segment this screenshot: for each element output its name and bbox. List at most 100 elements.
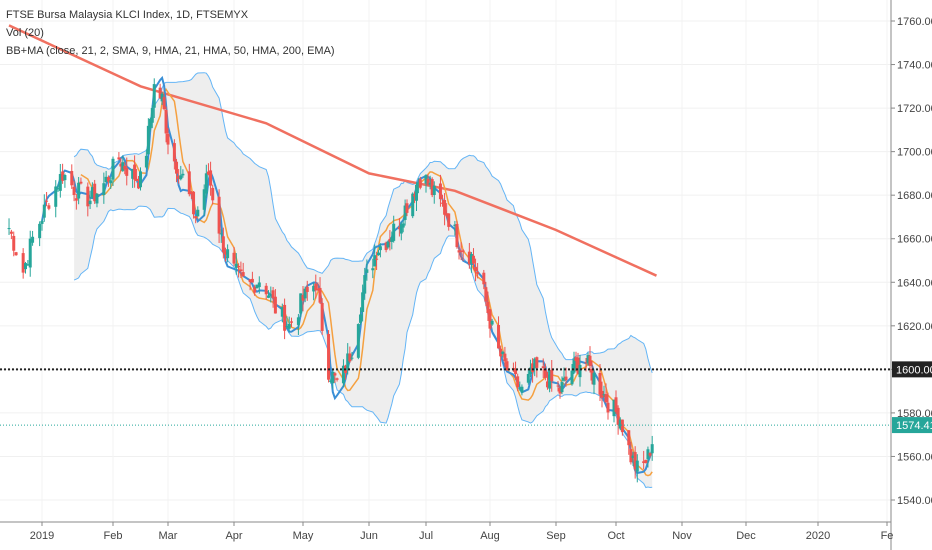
candle — [455, 220, 459, 249]
candle — [61, 163, 65, 184]
candle — [616, 405, 620, 435]
last-price-badge-label: 1574.41 — [896, 420, 932, 432]
candle — [371, 258, 375, 279]
candle — [146, 118, 150, 155]
candle — [497, 316, 501, 349]
x-tick-label: Oct — [607, 530, 624, 542]
volume-indicator-label[interactable]: Vol (20) — [6, 27, 44, 39]
candle — [564, 367, 568, 387]
candle — [453, 220, 457, 236]
candle — [248, 279, 252, 291]
candle — [528, 359, 532, 378]
candle — [574, 351, 578, 372]
x-tick-label: Aug — [480, 530, 500, 542]
candle — [438, 174, 442, 207]
candle — [320, 298, 324, 336]
candle — [590, 360, 594, 385]
candle — [543, 363, 547, 381]
candle — [588, 346, 592, 373]
candle — [650, 435, 654, 461]
x-tick-label: 2019 — [30, 530, 54, 542]
candle — [614, 390, 618, 414]
candle — [644, 459, 648, 464]
candle — [550, 359, 554, 392]
candle — [187, 163, 191, 197]
candle — [600, 381, 604, 408]
candle — [459, 242, 463, 261]
candle — [631, 451, 635, 466]
candle — [392, 215, 396, 243]
candle — [285, 316, 289, 330]
candle — [257, 276, 261, 294]
candle — [21, 248, 25, 279]
x-tick-label: Feb — [104, 530, 123, 542]
candle — [363, 267, 367, 300]
candle — [533, 357, 537, 377]
candle — [47, 203, 51, 211]
candles — [7, 78, 654, 483]
candle — [14, 251, 18, 256]
candle — [253, 284, 257, 296]
candle — [629, 441, 633, 465]
candle — [346, 343, 350, 375]
symbol-title[interactable]: FTSE Bursa Malaysia KLCI Index, 1D, FTSE… — [6, 9, 249, 21]
candle — [42, 194, 46, 222]
candle — [541, 358, 545, 378]
candle — [192, 191, 196, 219]
candle — [576, 352, 580, 375]
candle — [413, 191, 417, 203]
candle — [356, 323, 360, 360]
x-tick-label: May — [293, 530, 314, 542]
candle — [24, 261, 28, 274]
candle — [484, 281, 488, 307]
candle — [45, 191, 49, 207]
candle — [388, 230, 392, 251]
candle — [125, 157, 129, 186]
candle — [490, 318, 494, 326]
candle — [12, 231, 16, 257]
y-tick-label: 1540.00 — [897, 495, 932, 507]
x-tick-label: Dec — [736, 530, 756, 542]
candle — [443, 193, 447, 226]
bollinger-upper-line — [73, 72, 653, 374]
candle — [223, 247, 227, 262]
candle — [520, 384, 524, 396]
candle — [348, 346, 352, 363]
candle — [526, 369, 530, 385]
bbma-indicator-label[interactable]: BB+MA (close, 21, 2, SMA, 9, HMA, 21, HM… — [6, 45, 335, 57]
candle — [333, 372, 337, 383]
candle — [415, 182, 418, 212]
candle — [232, 247, 236, 267]
candle — [514, 361, 518, 380]
candle — [26, 259, 30, 266]
candle — [209, 161, 213, 196]
candle — [74, 194, 78, 210]
candle — [290, 317, 293, 327]
candle — [28, 230, 32, 277]
candle — [269, 286, 273, 303]
candle — [121, 155, 125, 172]
time-axis[interactable]: 2019 Feb Mar Apr May Jun Jul Aug Sep Oct Nov Dec 202… — [30, 522, 894, 542]
candle — [377, 249, 380, 256]
candle — [384, 241, 388, 253]
candle — [486, 291, 490, 321]
candle — [606, 392, 610, 420]
candle — [77, 176, 81, 205]
candle — [548, 367, 552, 393]
candle — [206, 163, 210, 176]
candle — [58, 164, 62, 198]
candle — [570, 363, 574, 386]
candle — [160, 92, 164, 105]
candle — [501, 350, 505, 358]
candle — [179, 165, 183, 181]
candle — [447, 213, 451, 231]
candle — [131, 168, 135, 188]
candle — [250, 271, 254, 283]
candle — [482, 269, 486, 290]
candle — [104, 170, 108, 183]
candle — [505, 358, 509, 371]
chart-legend: FTSE Bursa Malaysia KLCI Index, 1D, FTSE… — [6, 6, 335, 60]
candle — [401, 220, 405, 233]
candle — [144, 149, 148, 170]
